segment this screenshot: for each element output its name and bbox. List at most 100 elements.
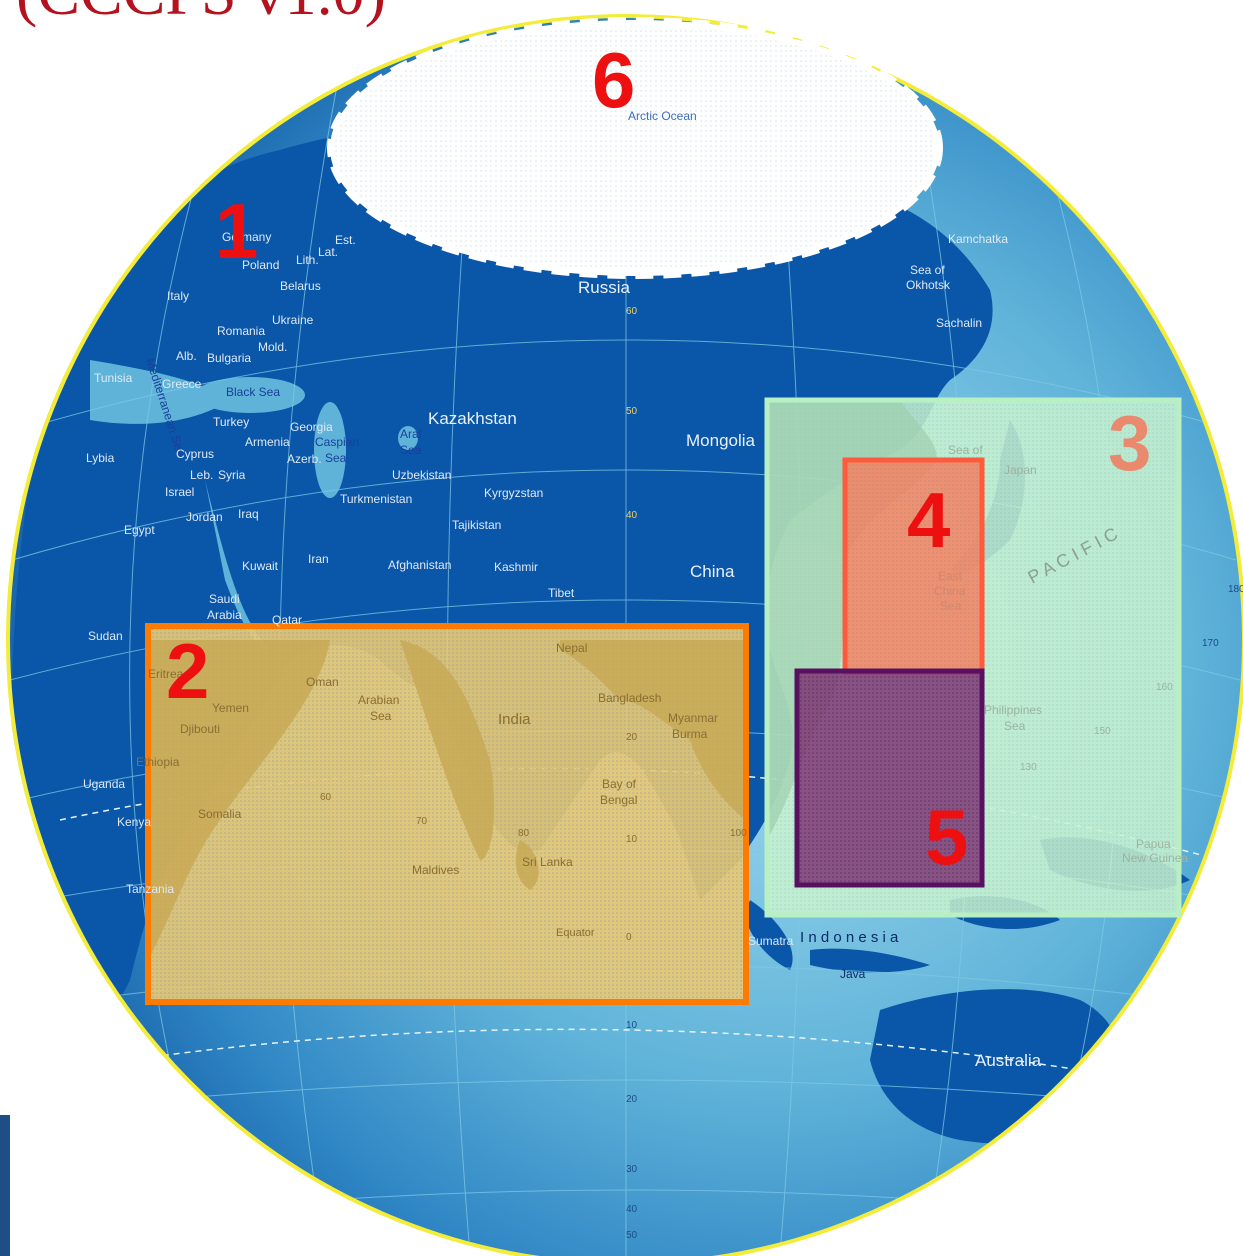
label-philippines-1: Philippines bbox=[984, 703, 1042, 717]
label-tunisia: Tunisia bbox=[94, 371, 133, 385]
label-iran: Iran bbox=[308, 552, 329, 566]
label-sudan: Sudan bbox=[88, 629, 123, 643]
label-india: India bbox=[498, 711, 531, 728]
label-estonia: Est. bbox=[335, 233, 356, 247]
label-tajikistan: Tajikistan bbox=[452, 518, 501, 532]
lat-label-60: 60 bbox=[626, 306, 638, 317]
label-iraq: Iraq bbox=[238, 507, 259, 521]
region-1-number: 1 bbox=[215, 187, 258, 275]
label-sri-lanka: Sri Lanka bbox=[522, 855, 573, 869]
lon-label-150: 150 bbox=[1094, 726, 1111, 737]
caspian-sea bbox=[314, 402, 346, 498]
tropic-line-south bbox=[129, 1028, 1141, 1081]
region-6-texture bbox=[335, 26, 935, 270]
label-albania: Alb. bbox=[176, 349, 197, 363]
label-east-china-1: East bbox=[938, 569, 963, 583]
label-east-china-2: China bbox=[934, 584, 966, 598]
slide-background-strip bbox=[0, 1115, 10, 1256]
lon-label-180: 180 bbox=[1228, 584, 1243, 595]
label-nepal: Nepal bbox=[556, 641, 587, 655]
label-italy: Italy bbox=[167, 289, 189, 303]
lat-label-s30: 30 bbox=[626, 1164, 638, 1175]
label-poland: Poland bbox=[242, 258, 279, 272]
label-east-china-3: Sea bbox=[940, 599, 962, 613]
label-belarus: Belarus bbox=[280, 279, 321, 293]
region-4[interactable] bbox=[842, 457, 985, 675]
region-5[interactable] bbox=[794, 668, 985, 888]
label-myanmar-2: Burma bbox=[672, 727, 708, 741]
label-bangladesh: Bangladesh bbox=[598, 691, 661, 705]
label-caspian: Caspian bbox=[315, 435, 359, 449]
label-kamchatka: Kamchatka bbox=[948, 232, 1008, 246]
label-yemen: Yemen bbox=[212, 701, 249, 715]
label-qatar: Qatar bbox=[272, 613, 302, 627]
label-caspian-sea: Sea bbox=[325, 451, 347, 465]
lat-label-s10: 10 bbox=[626, 1020, 638, 1031]
lon-label-170: 170 bbox=[1202, 638, 1219, 649]
label-latvia: Lat. bbox=[318, 245, 338, 259]
label-papua-2: New Guinea bbox=[1122, 851, 1188, 865]
label-kyrgyzstan: Kyrgyzstan bbox=[484, 486, 543, 500]
label-tanzania: Tanzania bbox=[126, 882, 174, 896]
label-bay-2: Bengal bbox=[600, 793, 637, 807]
place-labels: Germany Lat. Est. Lith. Poland Belarus I… bbox=[83, 109, 1188, 1070]
label-romania: Romania bbox=[217, 324, 265, 338]
region-6[interactable] bbox=[327, 17, 943, 279]
label-bulgaria: Bulgaria bbox=[207, 351, 251, 365]
lat-label-10: 10 bbox=[626, 834, 638, 845]
lat-label-s40: 40 bbox=[626, 1204, 638, 1215]
label-okhotsk-2: Okhotsk bbox=[906, 278, 951, 292]
label-jordan: Jordan bbox=[186, 510, 223, 524]
label-kenya: Kenya bbox=[117, 815, 151, 829]
region-5-border bbox=[794, 668, 985, 888]
region-2[interactable] bbox=[145, 623, 749, 1005]
label-oman: Oman bbox=[306, 675, 339, 689]
label-eritrea: Eritrea bbox=[148, 667, 184, 681]
region-2-number: 2 bbox=[166, 627, 209, 715]
label-australia: Australia bbox=[975, 1051, 1042, 1070]
label-syria: Syria bbox=[218, 468, 246, 482]
lon-label-100: 100 bbox=[730, 828, 747, 839]
aral-sea bbox=[398, 426, 418, 450]
label-georgia: Georgia bbox=[290, 420, 333, 434]
label-kazakhstan: Kazakhstan bbox=[428, 409, 517, 428]
region-4-number: 4 bbox=[907, 476, 950, 564]
lon-label-160: 160 bbox=[1156, 682, 1173, 693]
label-aral: Aral bbox=[400, 427, 421, 441]
label-afghanistan: Afghanistan bbox=[388, 558, 451, 572]
label-sea-of: Sea of bbox=[948, 443, 983, 457]
label-equator: Equator bbox=[556, 927, 595, 939]
slide-title-fragment: (CCCPS v1.0) bbox=[16, 0, 386, 28]
label-uganda: Uganda bbox=[83, 777, 125, 791]
lon-label-70: 70 bbox=[416, 816, 428, 827]
label-aral-sea: Sea bbox=[400, 443, 422, 457]
lat-label-s20: 20 bbox=[626, 1094, 638, 1105]
lon-label-80: 80 bbox=[518, 828, 530, 839]
label-israel: Israel bbox=[165, 485, 194, 499]
label-kuwait: Kuwait bbox=[242, 559, 279, 573]
label-lithuania: Lith. bbox=[296, 253, 319, 267]
label-philippines-2: Sea bbox=[1004, 719, 1026, 733]
label-djibouti: Djibouti bbox=[180, 722, 220, 736]
label-turkey: Turkey bbox=[213, 415, 249, 429]
label-myanmar-1: Myanmar bbox=[668, 711, 718, 725]
region-6-number: 6 bbox=[592, 36, 635, 124]
label-maldives: Maldives bbox=[412, 863, 459, 877]
label-japan: Japan bbox=[1004, 463, 1037, 477]
lon-label-130: 130 bbox=[1020, 762, 1037, 773]
label-okhotsk-1: Sea of bbox=[910, 263, 945, 277]
label-cyprus: Cyprus bbox=[176, 447, 214, 461]
region-5-number: 5 bbox=[925, 793, 968, 881]
mediterranean-sea bbox=[90, 360, 230, 424]
label-armenia: Armenia bbox=[245, 435, 290, 449]
label-ethiopia: Ethiopia bbox=[136, 755, 180, 769]
region-5-texture bbox=[797, 671, 982, 885]
label-java: Java bbox=[840, 967, 866, 981]
label-arabian-2: Sea bbox=[370, 709, 392, 723]
label-ukraine: Ukraine bbox=[272, 313, 314, 327]
label-indonesia: I n d o n e s i a bbox=[800, 929, 899, 946]
label-arabia: Arabia bbox=[207, 608, 242, 622]
label-uzbekistan: Uzbekistan bbox=[392, 468, 451, 482]
label-mongolia: Mongolia bbox=[686, 431, 756, 450]
lat-label-50: 50 bbox=[626, 406, 638, 417]
